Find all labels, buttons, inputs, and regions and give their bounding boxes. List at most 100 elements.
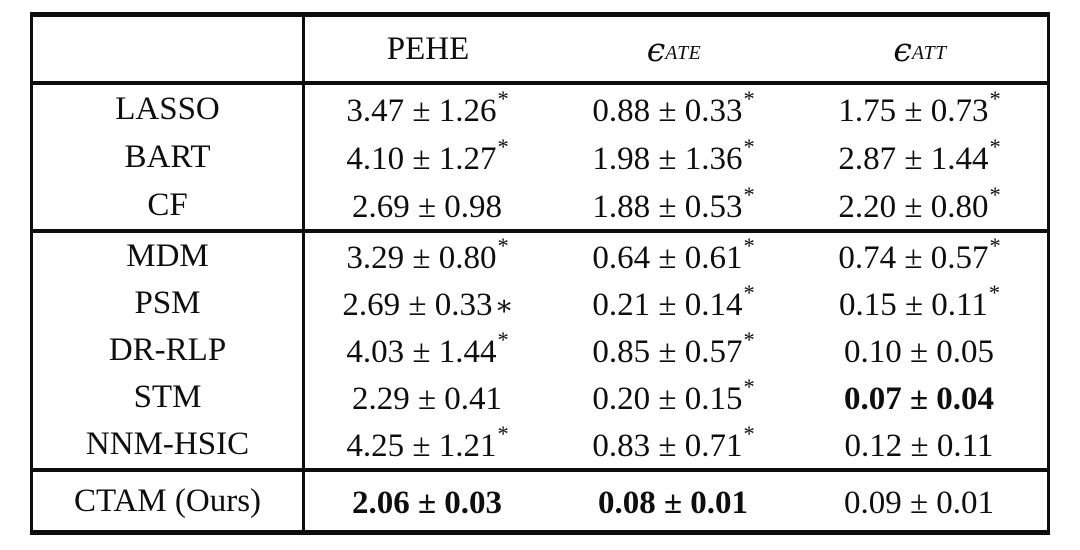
metric-value-group: 2.29 ± 0.41 [352, 377, 504, 418]
metric-value-group: 2.06 ± 0.03 [352, 481, 504, 522]
group-matching-baselines: MDM 3.29 ± 0.80* 0.64 ± 0.61* 0.74 ± 0.5… [30, 233, 1050, 468]
significance-star: * [743, 280, 755, 306]
epsilon-subscript-att: ATT [911, 42, 947, 65]
metric-cell: 0.85 ± 0.57* [551, 327, 797, 374]
metric-cell: 0.74 ± 0.57* [797, 233, 1043, 280]
metric-value-group: 0.74 ± 0.57* [838, 233, 1001, 277]
method-name: BART [33, 133, 305, 181]
header-col-eps-att: ϵ ATT [797, 17, 1043, 81]
significance-star: * [497, 421, 509, 447]
metric-cell: 0.08 ± 0.01 [551, 472, 797, 530]
metric-value-group: 0.85 ± 0.57* [592, 327, 755, 371]
metric-value: 2.29 ± 0.41 [351, 381, 503, 417]
table-rule-bottom [30, 530, 1050, 535]
metric-cell: 2.29 ± 0.41 [305, 374, 551, 421]
significance-star: * [497, 133, 509, 159]
metric-value-group: 2.69 ± 0.33∗ [342, 283, 513, 324]
metric-cell: 0.09 ± 0.01 [797, 472, 1043, 530]
metric-value-group: 0.07 ± 0.04 [844, 377, 996, 418]
significance-star: * [743, 421, 755, 447]
metric-value-group: 3.47 ± 1.26* [346, 86, 509, 130]
metric-cell: 1.75 ± 0.73* [797, 85, 1043, 133]
metric-value: 0.09 ± 0.01 [843, 484, 995, 521]
method-name: CF [33, 181, 305, 229]
metric-cell: 2.69 ± 0.33∗ [305, 280, 551, 327]
metric-value-group: 2.69 ± 0.98 [352, 185, 504, 226]
significance-star: * [743, 327, 755, 353]
metric-cell: 4.25 ± 1.21* [305, 421, 551, 468]
header-label-pehe: PEHE [386, 30, 470, 67]
significance-star: * [497, 327, 509, 353]
method-name: CTAM (Ours) [33, 472, 305, 530]
results-table: PEHE ϵ ATE ϵ ATT LASSO 3.47 ± 1.26* 0.88 ±… [30, 0, 1050, 535]
metric-cell: 2.87 ± 1.44* [797, 133, 1043, 181]
metric-cell: 1.98 ± 1.36* [551, 133, 797, 181]
metric-value-group: 0.12 ± 0.11 [845, 424, 996, 465]
metric-value-group: 0.10 ± 0.05 [844, 330, 996, 371]
method-name: NNM-HSIC [33, 421, 305, 468]
table-rule-group-sep-1 [30, 229, 1050, 233]
group-regression-baselines: LASSO 3.47 ± 1.26* 0.88 ± 0.33* 1.75 ± 0… [30, 85, 1050, 229]
metric-value: 1.75 ± 0.73 [838, 92, 989, 129]
metric-cell: 0.15 ± 0.11* [797, 280, 1043, 327]
metric-value: 2.20 ± 0.80 [838, 188, 989, 225]
metric-value-group: 1.88 ± 0.53* [592, 181, 755, 226]
epsilon-symbol: ϵ [646, 29, 666, 69]
metric-value: 4.25 ± 1.21 [346, 428, 497, 464]
metric-value: 0.83 ± 0.71 [592, 428, 743, 464]
metric-value-group: 0.20 ± 0.15* [592, 374, 755, 418]
table-row: CF 2.69 ± 0.98 1.88 ± 0.53* 2.20 ± 0.80 * [33, 181, 1047, 229]
metric-value: 0.08 ± 0.01 [597, 484, 749, 521]
metric-cell: 4.10 ± 1.27* [305, 133, 551, 181]
metric-value: 0.74 ± 0.57 [838, 240, 989, 276]
metric-value: 2.69 ± 0.33 [342, 287, 493, 323]
metric-value-group: 2.87 ± 1.44* [838, 133, 1001, 178]
metric-cell: 0.21 ± 0.14* [551, 280, 797, 327]
method-name: STM [33, 374, 305, 421]
metric-cell: 3.29 ± 0.80* [305, 233, 551, 280]
metric-value-group: 4.25 ± 1.21* [346, 421, 509, 465]
method-name: LASSO [33, 85, 305, 133]
metric-value-group: 0.08 ± 0.01 [598, 481, 750, 522]
metric-cell: 2.06 ± 0.03 [305, 472, 551, 530]
metric-value-group: 4.10 ± 1.27* [346, 133, 509, 178]
table-row: NNM-HSIC 4.25 ± 1.21* 0.83 ± 0.71* 0.12 … [33, 421, 1047, 468]
metric-value: 0.88 ± 0.33 [592, 92, 743, 129]
significance-star-baseline: ∗ [494, 291, 514, 322]
method-name: MDM [33, 233, 305, 280]
metric-value: 4.03 ± 1.44 [346, 334, 497, 370]
metric-value-group: 0.64 ± 0.61* [592, 233, 755, 277]
table-rule-group-sep-2 [30, 468, 1050, 472]
table-row: CTAM (Ours) 2.06 ± 0.03 0.08 ± 0.01 0.09… [33, 472, 1047, 530]
metric-value: 3.29 ± 0.80 [346, 240, 497, 276]
significance-star: * [497, 233, 509, 259]
metric-value-group: 4.03 ± 1.44* [346, 327, 509, 371]
metric-value: 1.98 ± 1.36 [592, 140, 743, 177]
metric-value: 0.12 ± 0.11 [844, 428, 994, 464]
method-name: DR-RLP [33, 327, 305, 374]
significance-star: * [989, 85, 1001, 111]
metric-value: 3.47 ± 1.26 [346, 92, 497, 129]
metric-value: 2.69 ± 0.98 [351, 188, 503, 225]
table-row: MDM 3.29 ± 0.80* 0.64 ± 0.61* 0.74 ± 0.5… [33, 233, 1047, 280]
significance-star: * [989, 133, 1001, 159]
metric-value: 0.21 ± 0.14 [592, 287, 743, 323]
metric-cell: 0.20 ± 0.15* [551, 374, 797, 421]
metric-cell: 0.83 ± 0.71* [551, 421, 797, 468]
epsilon-subscript-ate: ATE [665, 42, 702, 65]
table-row: LASSO 3.47 ± 1.26* 0.88 ± 0.33* 1.75 ± 0… [33, 85, 1047, 133]
metric-cell: 3.47 ± 1.26* [305, 85, 551, 133]
metric-value: 1.88 ± 0.53 [592, 188, 743, 225]
table-row: PSM 2.69 ± 0.33∗ 0.21 ± 0.14* 0.15 ± 0.1… [33, 280, 1047, 327]
significance-star: * [743, 233, 755, 259]
metric-value: 0.07 ± 0.04 [843, 381, 995, 417]
metric-value: 0.10 ± 0.05 [843, 334, 995, 370]
metric-value-group: 0.88 ± 0.33* [592, 86, 755, 130]
table-row: BART 4.10 ± 1.27* 1.98 ± 1.36* 2.87 ± 1.… [33, 133, 1047, 181]
group-ours: CTAM (Ours) 2.06 ± 0.03 0.08 ± 0.01 0.09… [30, 472, 1050, 530]
significance-star: * [743, 181, 755, 207]
metric-cell: 0.64 ± 0.61* [551, 233, 797, 280]
epsilon-symbol: ϵ [893, 29, 912, 69]
significance-star: * [743, 133, 755, 159]
